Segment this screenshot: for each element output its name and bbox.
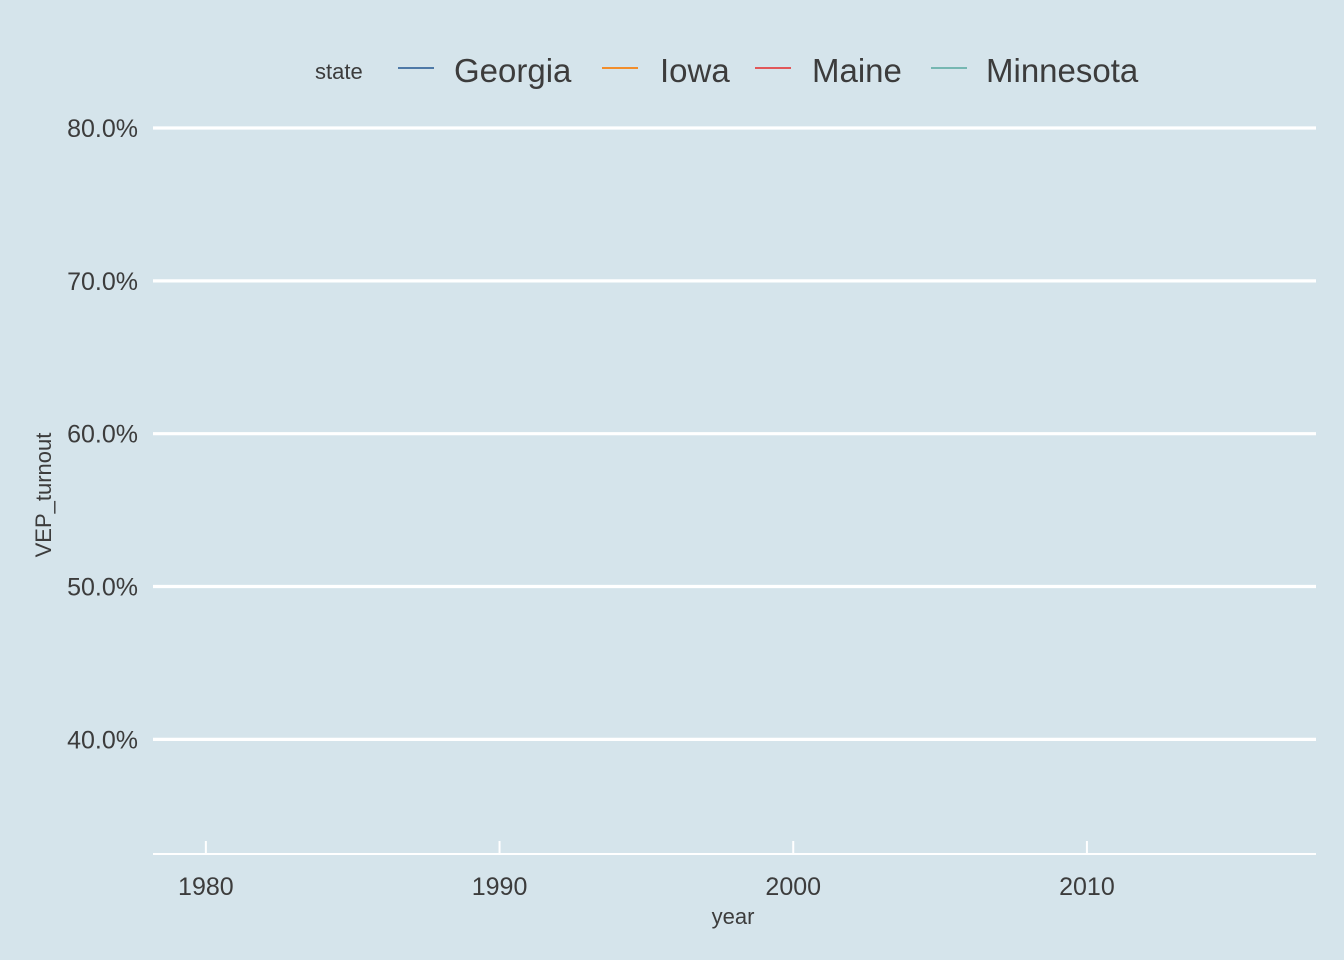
legend-label: Georgia [454, 52, 572, 89]
legend-title: state [315, 59, 363, 84]
y-tick-label: 80.0% [67, 115, 138, 143]
legend-label: Minnesota [986, 52, 1139, 89]
x-tick-label: 1980 [178, 873, 234, 901]
y-tick-label: 40.0% [67, 726, 138, 754]
x-tick-label: 2010 [1059, 873, 1115, 901]
y-tick-label: 50.0% [67, 574, 138, 602]
x-axis-title: year [712, 904, 755, 929]
legend-label: Iowa [660, 52, 730, 89]
y-tick-label: 60.0% [67, 421, 138, 449]
y-tick-label: 70.0% [67, 268, 138, 296]
legend-label: Maine [812, 52, 902, 89]
grid-layer [153, 126, 1316, 741]
x-tick-label: 2000 [765, 873, 821, 901]
legend: state Georgia Iowa Maine Minnesota [315, 52, 1139, 89]
axis-layer: 40.0% 50.0% 60.0% 70.0% 80.0% 1980 1990 2000 201… [67, 115, 1316, 901]
y-axis-title: VEP_turnout [31, 433, 56, 558]
x-tick-label: 1990 [472, 873, 528, 901]
